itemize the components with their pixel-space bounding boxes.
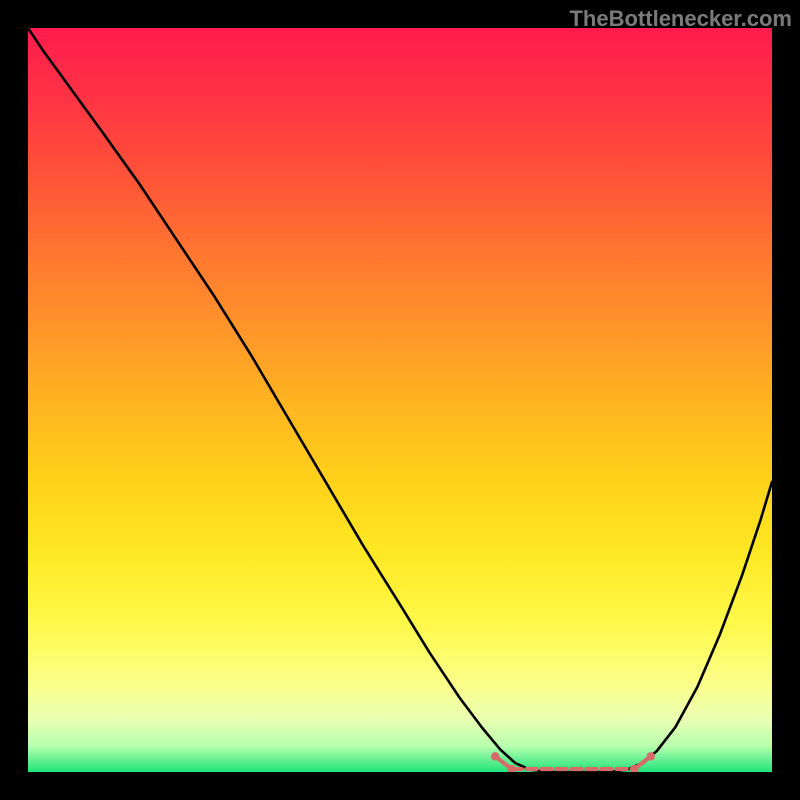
watermark-text: TheBottlenecker.com (569, 6, 792, 32)
chart-frame: TheBottlenecker.com (0, 0, 800, 800)
chart-background-gradient (28, 28, 772, 772)
bottleneck-chart (28, 28, 772, 772)
